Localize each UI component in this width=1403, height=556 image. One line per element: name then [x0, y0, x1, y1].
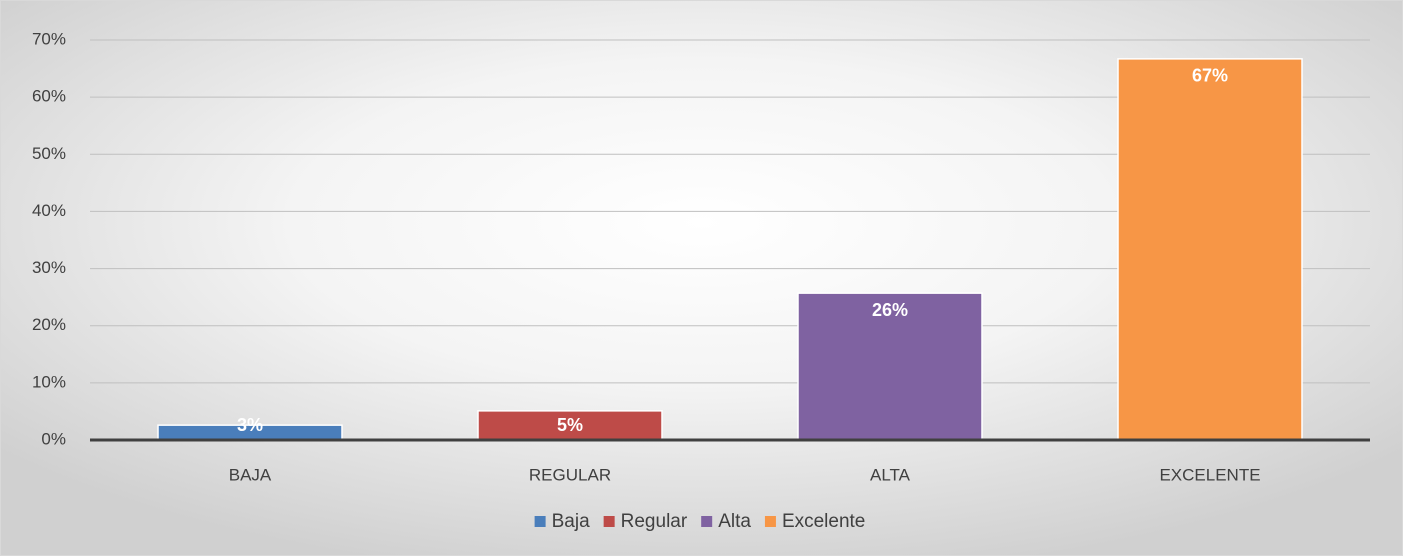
value-label: 26% — [872, 300, 908, 320]
bar — [1117, 58, 1303, 441]
legend-swatch — [764, 516, 776, 527]
x-tick-label: BAJA — [229, 465, 272, 484]
legend-label: Excelente — [782, 511, 865, 532]
legend-label: Regular — [621, 511, 688, 532]
legend-swatch — [603, 516, 615, 527]
value-label: 67% — [1192, 66, 1228, 86]
bar — [797, 292, 983, 441]
legend-label: Alta — [718, 511, 751, 532]
legend-swatch — [534, 516, 546, 527]
y-tick-label: 20% — [32, 315, 66, 334]
x-tick-label: REGULAR — [529, 465, 611, 484]
y-tick-label: 30% — [32, 258, 66, 277]
y-tick-label: 70% — [32, 29, 66, 48]
legend-label: Baja — [552, 511, 590, 532]
y-tick-label: 0% — [41, 429, 66, 448]
y-tick-label: 40% — [32, 201, 66, 220]
y-tick-label: 50% — [32, 144, 66, 163]
bar — [477, 410, 663, 441]
y-tick-label: 60% — [32, 87, 66, 106]
value-label: 5% — [557, 415, 583, 435]
y-tick-label: 10% — [32, 372, 66, 391]
value-label: 3% — [237, 415, 263, 435]
legend-swatch — [701, 516, 713, 527]
x-tick-label: EXCELENTE — [1159, 465, 1260, 484]
x-tick-label: ALTA — [870, 465, 911, 484]
